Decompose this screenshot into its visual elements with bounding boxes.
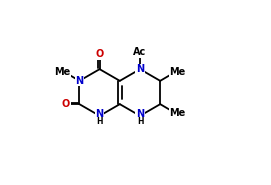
Text: H: H: [137, 117, 143, 126]
Text: N: N: [136, 64, 144, 74]
Text: Me: Me: [169, 108, 185, 118]
Text: O: O: [95, 49, 104, 59]
Text: N: N: [136, 109, 144, 119]
Text: Ac: Ac: [133, 47, 147, 57]
Text: N: N: [75, 76, 83, 86]
Text: H: H: [96, 117, 103, 126]
Text: Me: Me: [54, 67, 70, 77]
Text: N: N: [96, 109, 104, 119]
Text: Me: Me: [169, 67, 185, 77]
Text: O: O: [62, 99, 70, 109]
